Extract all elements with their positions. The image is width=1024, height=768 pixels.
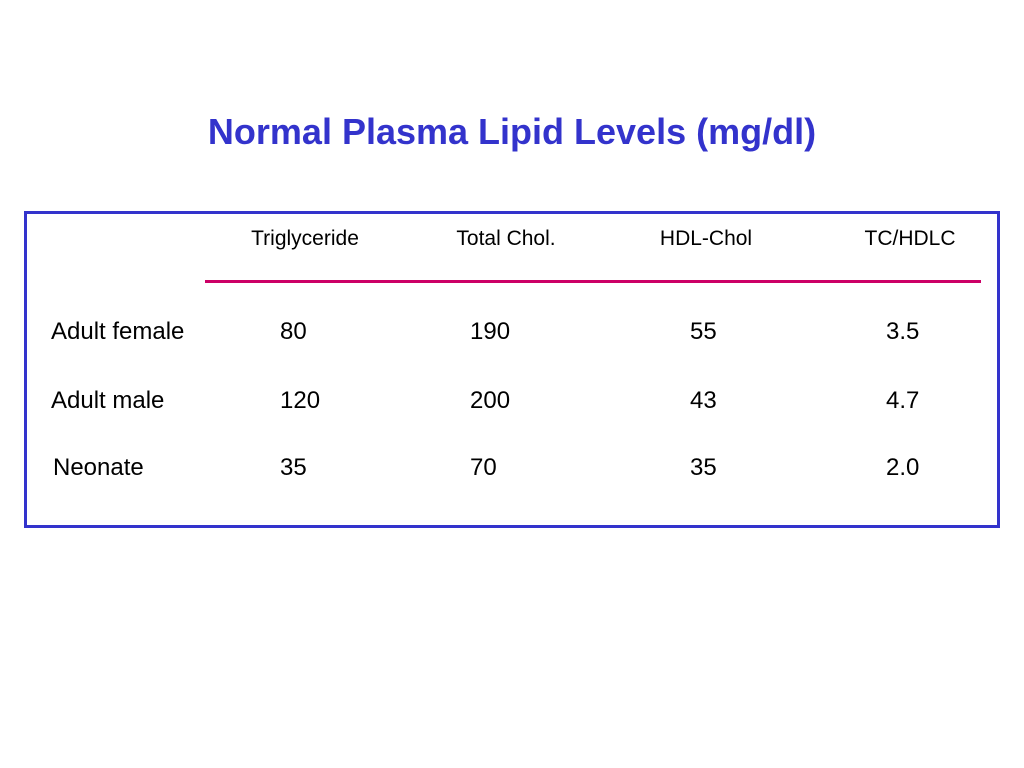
row-label: Neonate <box>53 454 144 481</box>
table-cell: 200 <box>470 387 511 414</box>
table-cell: 2.0 <box>886 454 920 481</box>
table-cell: 43 <box>690 387 717 414</box>
table-frame <box>24 211 1000 528</box>
row-label: Adult male <box>51 387 165 414</box>
row-label: Adult female <box>51 318 185 345</box>
table-cell: 55 <box>690 318 717 345</box>
column-header: TC/HDLC <box>864 227 956 250</box>
column-header: Triglyceride <box>251 227 359 250</box>
table-cell: 120 <box>280 387 321 414</box>
slide-title: Normal Plasma Lipid Levels (mg/dl) <box>207 111 817 152</box>
column-header: HDL-Chol <box>659 227 753 250</box>
table-cell: 4.7 <box>886 387 920 414</box>
column-header: Total Chol. <box>456 227 556 250</box>
table-cell: 190 <box>470 318 511 345</box>
table-cell: 35 <box>690 454 717 481</box>
table-cell: 35 <box>280 454 307 481</box>
table-cell: 70 <box>470 454 497 481</box>
table-cell: 3.5 <box>886 318 920 345</box>
table-cell: 80 <box>280 318 307 345</box>
header-rule <box>205 280 981 283</box>
